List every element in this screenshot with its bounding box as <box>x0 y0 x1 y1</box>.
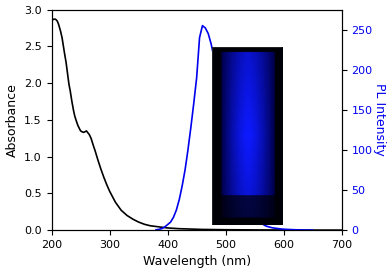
Y-axis label: PL Intensity: PL Intensity <box>374 84 387 156</box>
Y-axis label: Absorbance: Absorbance <box>5 83 18 157</box>
X-axis label: Wavelength (nm): Wavelength (nm) <box>143 255 251 269</box>
